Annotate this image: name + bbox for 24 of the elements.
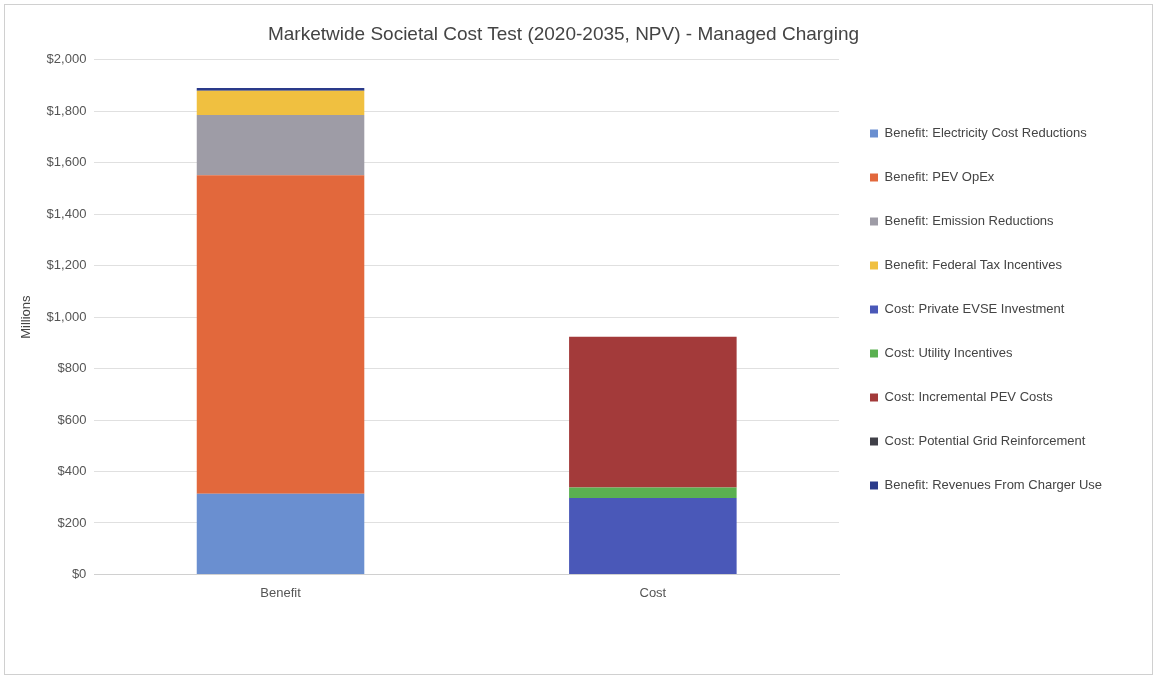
y-tick-label: $800: [57, 360, 87, 376]
chart-title: Marketwide Societal Cost Test (2020-2035, NPV) - Managed Charging: [267, 22, 860, 44]
y-axis-title: Millions: [18, 294, 34, 339]
y-tick-label: $400: [57, 463, 87, 479]
legend-label: Cost: Private EVSE Investment: [884, 301, 1065, 317]
x-tick-label: Cost: [639, 584, 667, 600]
legend-label: Benefit: Emission Reductions: [884, 213, 1055, 229]
y-tick-label: $200: [57, 514, 87, 530]
y-tick-label: $1,400: [46, 205, 87, 221]
y-tick-label: $1,200: [46, 257, 87, 273]
x-tick-label: Benefit: [260, 584, 302, 600]
legend-label: Cost: Utility Incentives: [884, 345, 1013, 361]
legend-label: Benefit: PEV OpEx: [884, 169, 995, 185]
legend-label: Cost: Potential Grid Reinforcement: [884, 433, 1086, 449]
legend-label: Benefit: Electricity Cost Reductions: [884, 125, 1088, 141]
y-tick-label: $1,600: [46, 154, 87, 170]
y-tick-label: $1,000: [46, 308, 87, 324]
y-tick-label: $1,800: [46, 102, 87, 118]
legend-label: Benefit: Revenues From Charger Use: [884, 477, 1102, 493]
legend-label: Benefit: Federal Tax Incentives: [884, 257, 1063, 273]
y-tick-label: $0: [71, 565, 87, 581]
y-tick-label: $600: [57, 411, 87, 427]
legend-label: Cost: Incremental PEV Costs: [884, 389, 1054, 405]
y-tick-label: $2,000: [46, 51, 87, 67]
